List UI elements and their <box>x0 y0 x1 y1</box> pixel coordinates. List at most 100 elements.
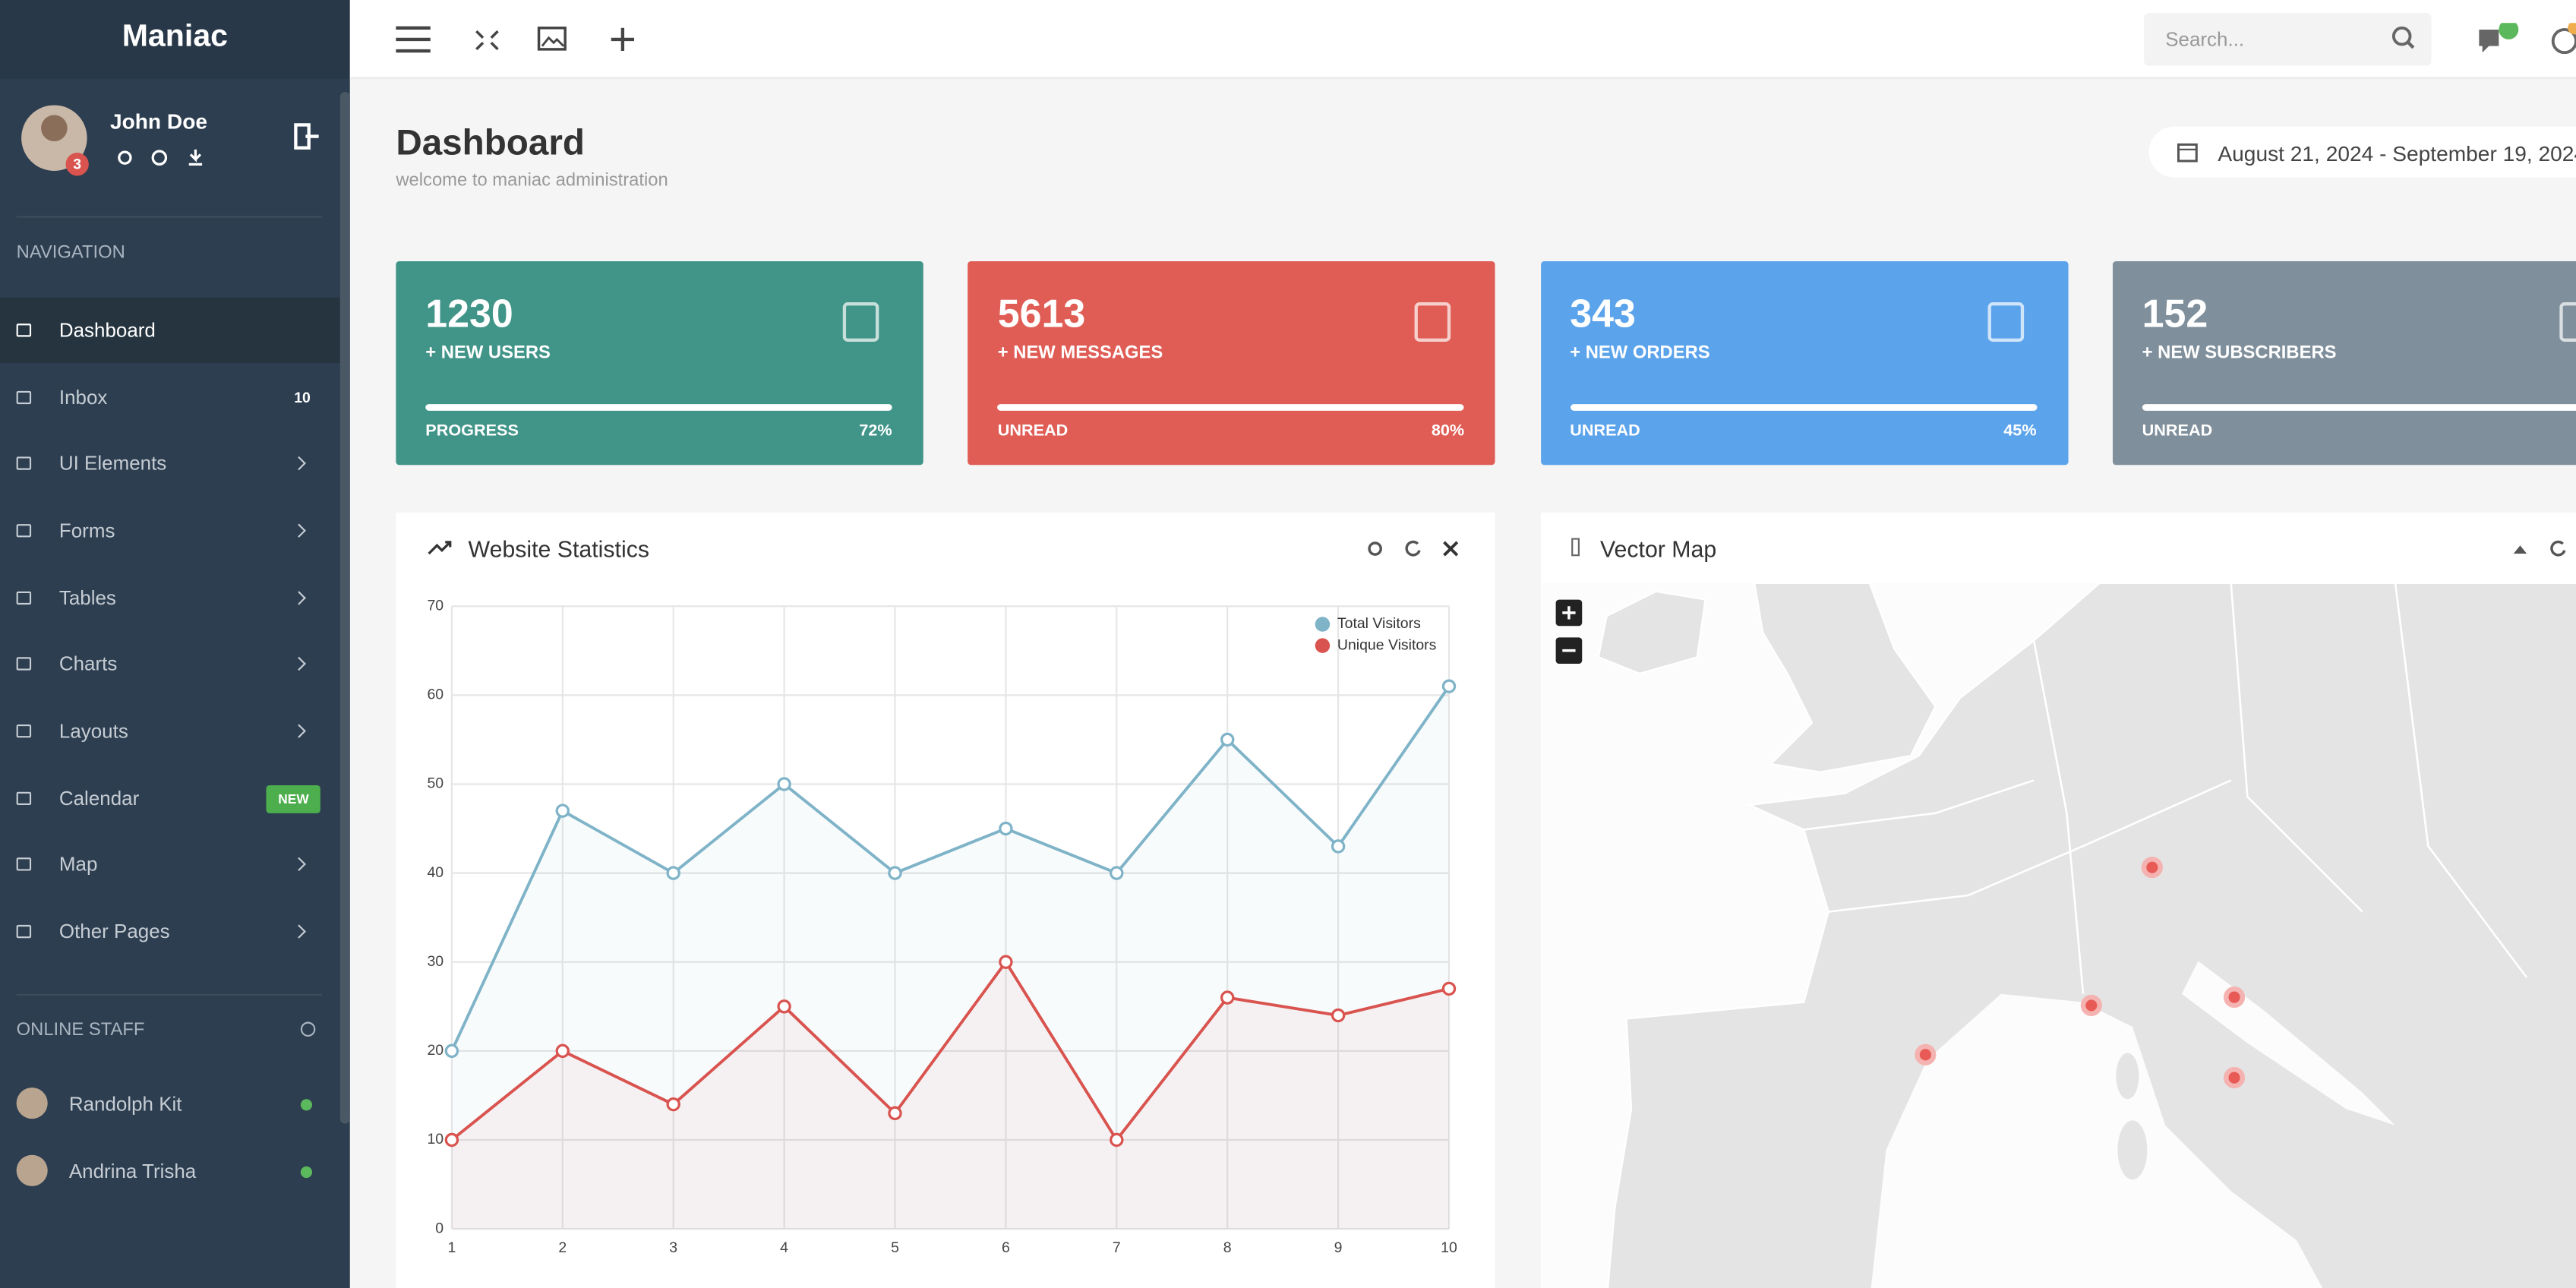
menu-toggle[interactable] <box>396 26 431 53</box>
marker[interactable] <box>2223 1067 2246 1089</box>
progress-label: 80% <box>1431 421 1465 440</box>
y-tick-label: 70 <box>427 597 444 614</box>
nav-item[interactable]: Calendar NEW <box>0 765 340 831</box>
progress-bar <box>997 404 1372 411</box>
island[interactable] <box>2117 1120 2148 1180</box>
data-point <box>1220 990 1235 1005</box>
nav-item[interactable]: Dashboard <box>0 297 340 364</box>
globe-icon[interactable] <box>2551 27 2576 55</box>
page-subtitle: welcome to maniac administration <box>396 170 668 191</box>
legend-swatch <box>1315 638 1331 653</box>
progress-bar <box>1570 404 1780 411</box>
close-button[interactable] <box>1443 541 1459 557</box>
nav-icon <box>16 324 32 337</box>
staff-name[interactable]: Randolph Kit <box>68 1092 182 1116</box>
marker[interactable] <box>2141 857 2163 879</box>
data-point <box>555 803 570 818</box>
legend-label: Total Visitors <box>1337 615 1421 632</box>
progress-bar <box>2142 404 2516 411</box>
nav-icon <box>16 523 32 538</box>
fullscreen-icon[interactable] <box>475 30 499 51</box>
island[interactable] <box>2116 1053 2139 1100</box>
refresh-button[interactable] <box>1405 540 1421 557</box>
nav-label: Map <box>58 853 98 876</box>
search-icon[interactable] <box>2391 26 2412 46</box>
progress-bar <box>425 404 762 411</box>
data-point <box>555 1043 570 1059</box>
data-point <box>999 955 1013 969</box>
vector-map <box>1541 582 2576 1288</box>
logout-icon[interactable] <box>294 123 319 150</box>
country[interactable] <box>1597 590 1706 675</box>
settings-icon[interactable] <box>118 150 132 165</box>
nav-item[interactable]: Inbox 10 <box>0 364 340 430</box>
x-tick-label: 9 <box>1334 1239 1343 1256</box>
staff-avatar[interactable] <box>16 1088 48 1119</box>
nav-label: Other Pages <box>58 920 170 943</box>
refresh-button[interactable] <box>2550 540 2566 557</box>
progress-label: 45% <box>2003 421 2037 440</box>
message-icon[interactable] <box>2479 29 2499 53</box>
map-panel-title: Vector Map <box>1600 535 1717 562</box>
online-dot <box>300 1099 313 1111</box>
image-icon-detail <box>541 36 564 47</box>
notify-dot <box>2499 23 2519 39</box>
map-panel: Vector Map <box>1541 512 2576 1288</box>
marker[interactable] <box>2223 987 2246 1009</box>
data-point <box>1110 1132 1124 1148</box>
globe-icon[interactable] <box>151 150 168 166</box>
nav-label: Charts <box>58 652 118 676</box>
y-tick-label: 20 <box>427 1042 444 1059</box>
stat-footer: UNREAD <box>2142 421 2213 440</box>
chart-panel-title: Website Statistics <box>468 535 649 562</box>
y-tick-label: 30 <box>427 953 444 970</box>
nav-chevron <box>292 456 306 471</box>
notify-dot <box>2568 23 2576 35</box>
nav-item[interactable]: Forms <box>0 497 340 564</box>
staff-name[interactable]: Andrina Trisha <box>68 1160 197 1183</box>
chart-icon <box>428 541 452 555</box>
stat-value: 343 <box>1570 292 1636 337</box>
nav-label: Calendar <box>58 786 140 810</box>
continent[interactable] <box>1607 582 2576 1288</box>
nav-icon <box>16 724 32 738</box>
collapse-button[interactable] <box>2513 545 2527 554</box>
date-picker[interactable] <box>2148 126 2576 178</box>
topbar: Search... <box>349 0 2576 79</box>
data-point <box>444 1132 459 1148</box>
user-name: John Doe <box>110 110 207 134</box>
staff-avatar[interactable] <box>16 1154 48 1186</box>
data-point <box>1110 866 1124 880</box>
country[interactable] <box>1754 582 1937 773</box>
nav-icon <box>16 657 32 671</box>
marker[interactable] <box>2080 994 2102 1016</box>
nav-heading: NAVIGATION <box>16 243 125 264</box>
data-point <box>666 866 680 880</box>
settings-button[interactable] <box>1368 541 1382 556</box>
search-box[interactable] <box>2144 13 2432 66</box>
nav-item[interactable]: UI Elements <box>0 431 340 497</box>
borders <box>1626 582 2528 1020</box>
data-point <box>1220 732 1235 747</box>
add-icon[interactable] <box>611 27 635 52</box>
nav-item[interactable]: Map <box>0 832 340 898</box>
scrollbar[interactable] <box>339 92 350 1124</box>
download-icon[interactable] <box>188 149 203 166</box>
map-panel-header <box>1571 538 2566 557</box>
divider <box>16 993 323 996</box>
data-point <box>1331 839 1346 854</box>
map-icon <box>1571 538 1580 557</box>
marker[interactable] <box>1915 1043 1937 1065</box>
data-point <box>444 1043 459 1059</box>
nav-label: Tables <box>58 586 116 609</box>
staff-settings[interactable] <box>300 1021 316 1037</box>
nav-item[interactable]: Tables <box>0 564 340 630</box>
mediterranean <box>1870 993 2323 1288</box>
user-badge-dot <box>65 153 89 176</box>
nav-item[interactable]: Layouts <box>0 698 340 764</box>
date-range: August 21, 2024 - September 19, 2024 <box>2218 141 2576 166</box>
image-icon[interactable] <box>537 27 567 51</box>
nav-item[interactable]: Other Pages <box>0 898 340 964</box>
nav-item[interactable]: Charts <box>0 631 340 697</box>
brand[interactable]: Maniac <box>122 19 229 55</box>
